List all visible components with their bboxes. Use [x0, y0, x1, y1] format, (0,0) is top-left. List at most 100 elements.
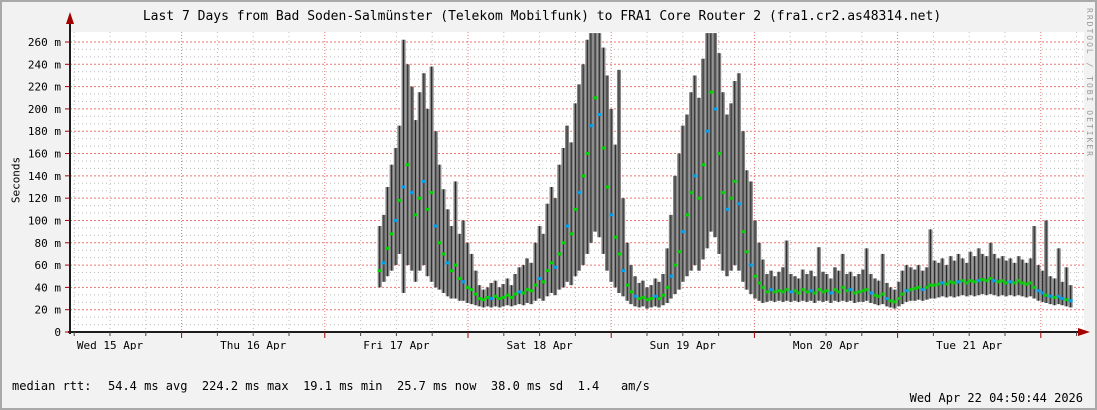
- median-marker: [757, 281, 762, 285]
- median-marker: [828, 291, 833, 295]
- median-marker: [665, 285, 670, 289]
- median-marker: [904, 289, 909, 293]
- median-marker: [804, 290, 809, 294]
- median-marker: [473, 292, 478, 296]
- median-marker: [748, 263, 753, 267]
- y-tick-label: 80 m: [35, 237, 62, 250]
- median-marker: [429, 191, 434, 195]
- median-marker: [625, 283, 630, 287]
- median-marker: [880, 292, 885, 296]
- x-day-label: Fri 17 Apr: [363, 339, 430, 350]
- median-marker: [968, 279, 973, 283]
- median-marker: [868, 291, 873, 295]
- median-marker: [628, 290, 633, 294]
- y-tick-label: 120 m: [28, 192, 61, 205]
- median-marker: [792, 289, 797, 293]
- median-marker: [680, 230, 685, 234]
- y-tick-label: 60 m: [35, 259, 62, 272]
- median-marker: [609, 213, 614, 217]
- x-day-label: Wed 15 Apr: [77, 339, 144, 350]
- chart-canvas: 0 20 m 40 m 60 m 80 m 100 m 120 m 140 m 160 m 180…: [28, 12, 1090, 350]
- median-marker: [1020, 281, 1025, 285]
- median-marker: [812, 291, 817, 295]
- median-marker: [425, 207, 430, 211]
- median-marker: [529, 289, 534, 293]
- median-marker: [924, 285, 929, 289]
- median-marker: [876, 294, 881, 298]
- median-marker: [932, 283, 937, 287]
- median-marker: [445, 261, 450, 265]
- median-marker: [920, 288, 925, 292]
- median-marker: [872, 293, 877, 297]
- median-marker: [521, 291, 526, 295]
- median-marker: [888, 299, 893, 303]
- median-marker: [401, 185, 406, 189]
- median-marker: [561, 241, 566, 245]
- median-marker: [1056, 294, 1061, 298]
- median-marker: [593, 96, 598, 100]
- median-marker: [576, 191, 581, 195]
- median-marker: [656, 297, 661, 301]
- median-marker: [772, 290, 777, 294]
- median-marker: [1040, 291, 1045, 295]
- median-marker: [1000, 279, 1005, 283]
- median-marker: [696, 196, 701, 200]
- median-marker: [545, 269, 550, 273]
- y-tick-label: 180 m: [28, 125, 61, 138]
- median-marker: [621, 269, 626, 273]
- median-marker: [892, 300, 897, 304]
- median-marker: [557, 252, 562, 256]
- median-marker: [497, 297, 502, 301]
- median-marker: [769, 288, 774, 292]
- median-marker: [1004, 281, 1009, 285]
- x-day-label: Sun 19 Apr: [650, 339, 717, 350]
- median-marker: [661, 293, 666, 297]
- stats-footer: median rtt: 54.4 ms avg 224.2 ms max 19.1…: [12, 353, 1087, 408]
- median-marker: [385, 246, 390, 250]
- median-marker: [1032, 285, 1037, 289]
- median-marker: [884, 297, 889, 301]
- median-marker: [776, 289, 781, 293]
- median-marker: [701, 163, 706, 167]
- median-marker: [824, 289, 829, 293]
- median-marker: [588, 124, 593, 128]
- median-marker: [549, 261, 554, 265]
- median-marker: [645, 298, 649, 302]
- median-marker: [692, 174, 697, 178]
- median-marker: [1028, 281, 1033, 285]
- median-marker: [1060, 297, 1065, 301]
- median-marker: [844, 289, 849, 293]
- median-marker: [729, 196, 734, 200]
- y-tick-label: 140 m: [28, 170, 61, 183]
- median-marker: [637, 297, 642, 301]
- median-marker: [900, 292, 905, 296]
- median-marker: [533, 283, 538, 287]
- median-marker: [397, 198, 402, 202]
- median-marker: [485, 295, 490, 299]
- median-marker: [1012, 281, 1017, 285]
- median-marker: [1008, 280, 1013, 284]
- median-marker: [964, 281, 969, 285]
- median-marker: [565, 224, 570, 228]
- generated-timestamp: Wed Apr 22 04:50:44 2026: [909, 391, 1083, 405]
- median-marker: [684, 213, 689, 217]
- median-rtt-label: median rtt:: [12, 379, 92, 393]
- median-marker: [389, 232, 394, 236]
- x-day-label: Mon 20 Apr: [793, 339, 860, 350]
- x-axis-arrow: [1078, 328, 1090, 336]
- median-marker: [912, 287, 917, 290]
- median-marker: [848, 288, 853, 292]
- median-marker: [976, 279, 981, 283]
- y-tick-label: 100 m: [28, 214, 61, 227]
- median-marker: [752, 274, 757, 278]
- median-marker: [1068, 299, 1073, 303]
- median-marker: [816, 288, 821, 292]
- median-marker: [764, 290, 769, 294]
- median-marker: [465, 285, 470, 289]
- median-marker: [809, 289, 814, 293]
- y-tick-label: 240 m: [28, 58, 61, 71]
- median-marker: [996, 280, 1001, 284]
- median-marker: [409, 191, 414, 195]
- median-marker: [705, 129, 710, 133]
- median-marker: [781, 290, 786, 294]
